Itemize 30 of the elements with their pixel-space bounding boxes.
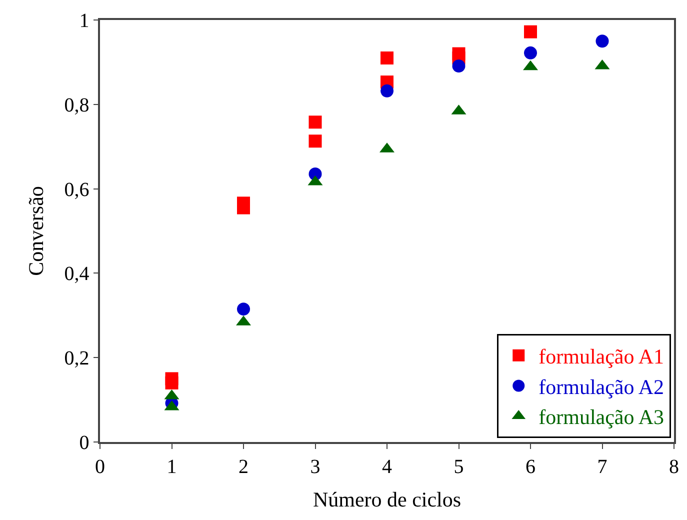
point xyxy=(308,116,322,129)
x-tick-label: 1 xyxy=(166,456,177,478)
y-tick-label: 1 xyxy=(79,10,90,32)
legend-label: formulação A2 xyxy=(538,374,664,399)
x-tick-label: 0 xyxy=(95,456,105,478)
legend-label: formulação A3 xyxy=(538,405,664,430)
y-tick-label: 0,2 xyxy=(64,348,90,370)
point xyxy=(165,376,178,390)
point xyxy=(380,51,394,64)
x-axis-title: Número de ciclos xyxy=(312,487,462,512)
y-tick-label: 0,4 xyxy=(64,263,90,286)
x-tick-label: 4 xyxy=(382,456,392,478)
point xyxy=(237,302,250,316)
x-tick-label: 8 xyxy=(669,456,679,478)
x-tick-label: 6 xyxy=(526,456,536,478)
y-tick-label: 0 xyxy=(79,432,90,454)
x-tick-label: 2 xyxy=(238,456,248,478)
point xyxy=(452,60,466,72)
legend-label: formulação A1 xyxy=(538,344,664,369)
x-tick-label: 3 xyxy=(310,456,320,478)
point xyxy=(308,134,322,148)
x-tick-label: 7 xyxy=(597,456,608,478)
x-tick-label: 5 xyxy=(454,456,464,478)
y-tick-label: 0,6 xyxy=(64,178,90,201)
point xyxy=(596,34,609,48)
point xyxy=(380,84,394,98)
point xyxy=(524,25,537,38)
y-tick-label: 0,8 xyxy=(64,94,90,116)
y-axis-title: Conversão xyxy=(24,186,48,276)
point xyxy=(524,46,537,60)
